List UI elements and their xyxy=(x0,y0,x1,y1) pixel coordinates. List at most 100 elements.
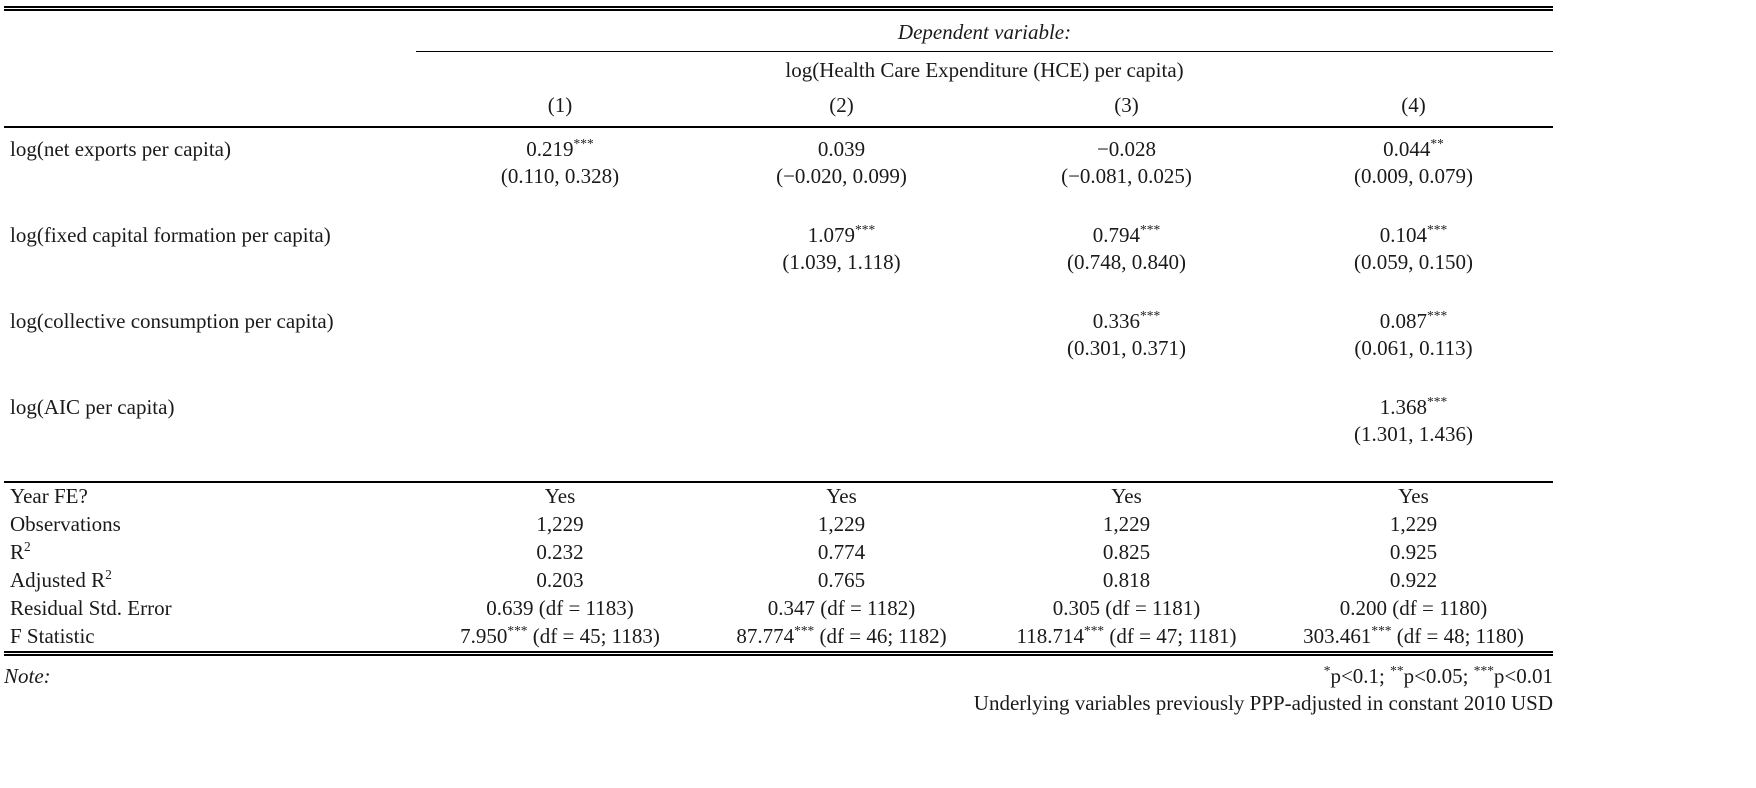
spacer-row xyxy=(4,277,1553,300)
stat-value: Yes xyxy=(704,481,979,511)
stat-value: 7.950*** (df = 45; 1183) xyxy=(460,623,660,648)
ci-cell xyxy=(416,335,704,363)
ci-cell: (−0.081, 0.025) xyxy=(1061,164,1192,188)
empty-cell xyxy=(4,11,416,52)
ci-cell: (1.039, 1.118) xyxy=(782,250,901,274)
regression-table: Dependent variable: log(Health Care Expe… xyxy=(4,11,1554,651)
significance-stars: *** xyxy=(1140,222,1161,237)
estimate-cell: 1.079*** xyxy=(807,222,876,247)
ci-cell: (0.059, 0.150) xyxy=(1354,250,1473,274)
estimate-cell: −0.028 xyxy=(1096,137,1157,161)
dependent-variable-label: Dependent variable: xyxy=(416,11,1554,52)
stat-value: 87.774*** (df = 46; 1182) xyxy=(736,623,947,648)
stat-value: 0.639 (df = 1183) xyxy=(486,596,634,620)
ci-cell xyxy=(704,421,979,449)
estimate-cell: 0.039 xyxy=(817,137,866,161)
stats-row-r-squared: R2 0.232 0.774 0.825 0.925 xyxy=(4,539,1553,567)
stat-value: 0.774 xyxy=(817,540,866,564)
table-top-rule xyxy=(4,6,1553,11)
stat-value: 1,229 xyxy=(536,512,584,536)
stat-value: Yes xyxy=(1274,481,1554,511)
ci-row-net-exports: (0.110, 0.328) (−0.020, 0.099) (−0.081, … xyxy=(4,163,1553,191)
ci-row-collective-consumption: (0.301, 0.371) (0.061, 0.113) xyxy=(4,335,1553,363)
ci-cell: (−0.020, 0.099) xyxy=(776,164,907,188)
estimate-cell xyxy=(704,386,979,421)
stats-row-residual-std-error: Residual Std. Error 0.639 (df = 1183) 0.… xyxy=(4,595,1553,623)
empty-cell xyxy=(4,249,416,277)
estimate-cell: 0.336*** xyxy=(1092,308,1161,333)
additional-note: Underlying variables previously PPP-adju… xyxy=(973,691,1553,715)
ci-cell xyxy=(416,249,704,277)
empty-cell xyxy=(4,421,416,449)
estimate-cell: 0.104*** xyxy=(1379,222,1448,247)
significance-stars: *** xyxy=(1427,308,1448,323)
column-header-1: (1) xyxy=(416,89,704,128)
stat-value: 0.765 xyxy=(817,568,866,592)
significance-stars: *** xyxy=(1083,623,1105,638)
column-header-2: (2) xyxy=(704,89,979,128)
stat-label: Year FE? xyxy=(4,481,416,511)
stat-value: 1,229 xyxy=(1389,512,1438,536)
ci-cell: (0.748, 0.840) xyxy=(1067,250,1186,274)
estimate-cell xyxy=(979,386,1274,421)
estimate-cell: 0.087*** xyxy=(1379,308,1448,333)
significance-stars: *** xyxy=(1371,623,1392,638)
ci-cell: (0.110, 0.328) xyxy=(500,164,620,188)
significance-stars: *** xyxy=(794,623,815,638)
stat-value: 0.925 xyxy=(1389,540,1438,564)
empty-cell xyxy=(4,163,416,191)
ci-cell: (0.009, 0.079) xyxy=(1354,164,1473,188)
ci-cell: (0.301, 0.371) xyxy=(1067,336,1186,360)
estimate-cell: 0.219*** xyxy=(526,136,594,161)
spacer-row xyxy=(4,449,1553,482)
stat-label: Residual Std. Error xyxy=(10,596,172,620)
ci-cell: (0.061, 0.113) xyxy=(1354,336,1473,360)
empty-cell xyxy=(4,89,416,128)
empty-cell xyxy=(4,335,416,363)
ci-cell: (1.301, 1.436) xyxy=(1354,422,1473,446)
significance-stars: *** xyxy=(1427,222,1448,237)
estimate-cell: 0.044** xyxy=(1383,136,1444,161)
significance-stars: *** xyxy=(855,222,876,237)
significance-stars: *** xyxy=(507,623,528,638)
stats-row-year-fe: Year FE? Yes Yes Yes Yes xyxy=(4,481,1554,511)
significance-stars: ** xyxy=(1430,136,1444,151)
stats-row-adjusted-r-squared: Adjusted R2 0.203 0.765 0.818 0.922 xyxy=(4,567,1553,595)
ci-row-fixed-capital: (1.039, 1.118) (0.748, 0.840) (0.059, 0.… xyxy=(4,249,1553,277)
estimate-cell: 0.794*** xyxy=(1092,222,1161,247)
estimate-cell xyxy=(704,300,979,335)
dependent-variable-name: log(Health Care Expenditure (HCE) per ca… xyxy=(785,58,1184,82)
ci-cell xyxy=(704,335,979,363)
estimate-cell xyxy=(416,214,704,249)
estimate-cell xyxy=(416,300,704,335)
stat-value: 0.305 (df = 1181) xyxy=(1052,596,1201,620)
stat-value: Yes xyxy=(979,481,1274,511)
stat-label: Adjusted R2 xyxy=(10,567,112,592)
variable-label: log(AIC per capita) xyxy=(10,395,175,419)
stat-label: F Statistic xyxy=(10,624,95,648)
dependent-variable-row: Dependent variable: xyxy=(4,11,1554,52)
variable-label: log(collective consumption per capita) xyxy=(10,309,334,333)
note-label: Note: xyxy=(4,664,51,688)
column-header-row: (1) (2) (3) (4) xyxy=(4,89,1554,128)
stat-value: 0.232 xyxy=(536,540,584,564)
stat-value: 0.922 xyxy=(1389,568,1438,592)
ci-cell xyxy=(416,421,704,449)
significance-stars: *** xyxy=(1427,394,1448,409)
coef-row-fixed-capital: log(fixed capital formation per capita) … xyxy=(4,214,1553,249)
column-header-3: (3) xyxy=(979,89,1274,128)
variable-label: log(fixed capital formation per capita) xyxy=(10,223,331,247)
stat-value: 0.200 (df = 1180) xyxy=(1339,596,1488,620)
stat-value: 303.461*** (df = 48; 1180) xyxy=(1303,623,1524,648)
column-header-4: (4) xyxy=(1274,89,1554,128)
coef-row-aic: log(AIC per capita) 1.368*** xyxy=(4,386,1553,421)
stats-row-f-statistic: F Statistic 7.950*** (df = 45; 1183) 87.… xyxy=(4,623,1553,651)
empty-cell xyxy=(4,52,416,90)
stat-value: 118.714*** (df = 47; 1181) xyxy=(1016,623,1237,648)
stat-value: Yes xyxy=(416,481,704,511)
stat-value: 0.347 (df = 1182) xyxy=(767,596,916,620)
stats-row-observations: Observations 1,229 1,229 1,229 1,229 xyxy=(4,511,1553,539)
stat-value: 1,229 xyxy=(1102,512,1151,536)
ci-cell xyxy=(979,421,1274,449)
significance-stars: *** xyxy=(573,136,594,151)
